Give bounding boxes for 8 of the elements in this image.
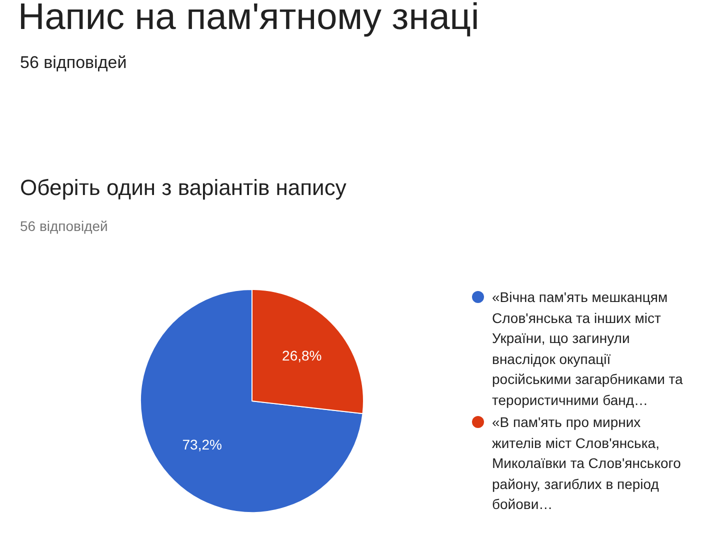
text: Напис на пам'ятному знаці [18,0,480,38]
text: 56 відповідей [20,53,127,73]
chart-title: Оберіть один з варіантів напису [20,175,346,201]
data-label: 73,2% [182,436,222,452]
legend-label: «Вічна пам'ять мешканцям Слов'янська та інших міст України, що загинули внаслідок окупації російськими загарбниками та терористичними банд… [492,288,684,410]
data-label: 26,8% [282,347,322,364]
chart-subtitle: 56 відповідей [20,218,108,234]
legend-label: «В пам'ять про мирних жителів міст Слов'янська, Миколаївки та Слов'янського району, загиблих в період бойови… [492,413,682,514]
